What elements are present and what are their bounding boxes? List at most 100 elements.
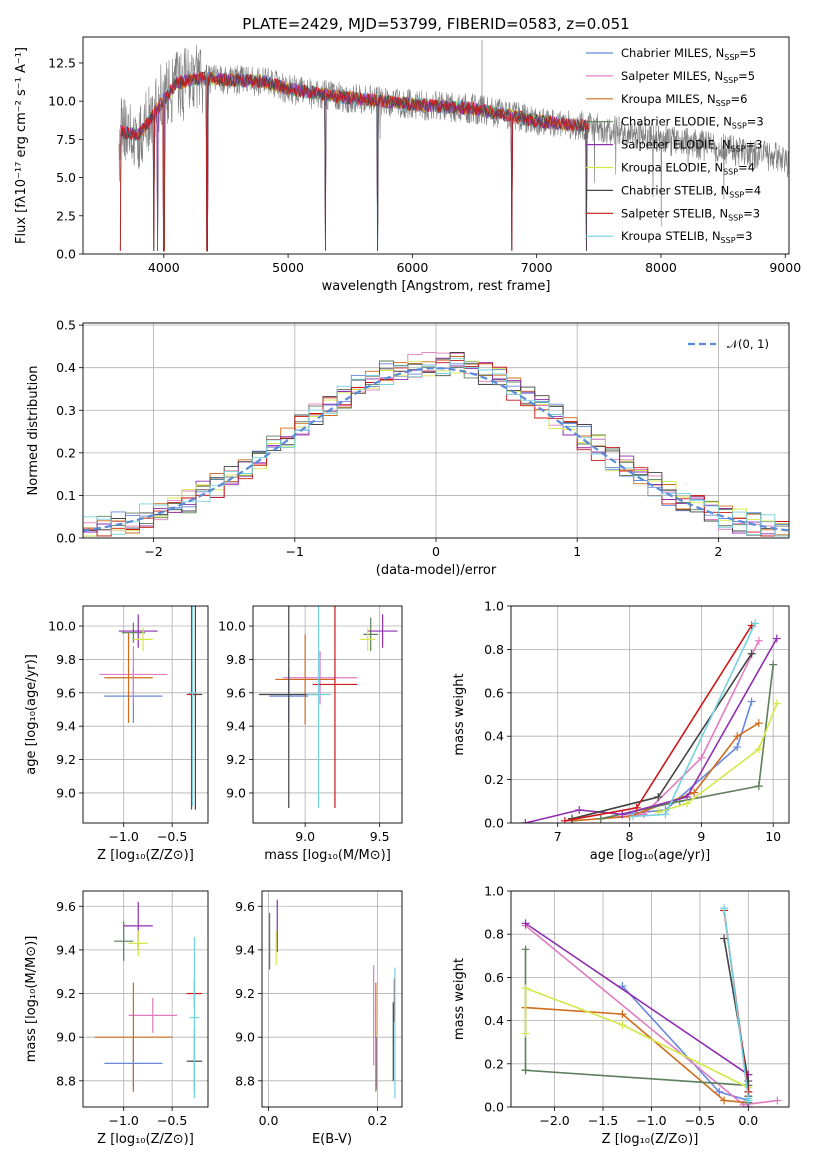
mass_vs_ebv-plot-area [269, 899, 396, 1099]
mass_weight_vs_Z-xtick-label: −1.5 [588, 1113, 618, 1128]
mass-weight-marker [754, 636, 763, 645]
legend-subscript: SSP [723, 76, 738, 85]
age_vs_mass-frame [252, 605, 403, 824]
legend-n-symbol: N [714, 69, 723, 83]
legend-model-name: Chabrier STELIB, [621, 183, 721, 197]
age_vs_mass-ytick-label: 9.6 [226, 685, 246, 700]
mass-weight-marker [772, 699, 781, 708]
residual-histogram-step [83, 352, 789, 536]
residuals-ytick-label: 0.0 [56, 531, 76, 546]
age_vs_Z-xlabel: Z [log₁₀(Z/Z⊙)] [97, 848, 194, 863]
legend-subscript: SSP [721, 236, 736, 245]
mass-weight-marker [596, 814, 605, 823]
age_vs_mass-grid [253, 606, 402, 823]
age_vs_Z-panel: −1.0 −0.5 9.0 9.2 9.4 9.6 9.8 10.0 Z [log₁₀(Z/Z⊙… [24, 605, 209, 863]
mass_weight_vs_age-ytick-label: 0.0 [484, 816, 504, 831]
mass-weight-marker [521, 945, 530, 954]
residuals-ytick-label: 0.5 [56, 318, 76, 333]
legend-n-symbol: N [721, 183, 730, 197]
mass-weight-marker [773, 1096, 782, 1105]
mass_vs_Z-ytick-label: 9.2 [56, 986, 76, 1001]
mass_vs_ebv-ytick-label: 9.4 [235, 942, 255, 957]
mass_vs_ebv-ytick-label: 8.8 [235, 1073, 255, 1088]
spectrum-ytick-label: 10.0 [48, 94, 76, 109]
mass_vs_Z-panel: −1.0 −0.5 8.8 9.0 9.2 9.4 9.6 Z [log₁₀(Z/Z⊙)] ma… [24, 890, 209, 1147]
age_vs_mass-plot-area [258, 606, 398, 808]
mass-weight-marker [733, 743, 742, 752]
legend-subscript: SSP [724, 53, 739, 62]
legend-model-name: Salpeter ELODIE, [621, 138, 722, 152]
mass-weight-marker [521, 984, 530, 993]
mass-weight-marker [560, 816, 569, 823]
mass-weight-marker [720, 1096, 729, 1105]
legend-nssp: =3 [746, 138, 763, 152]
mass-weight-line [525, 922, 750, 1107]
mass_weight_vs_age-ytick-label: 0.8 [484, 642, 504, 657]
residuals-xtick-label: −1 [286, 544, 304, 559]
age_vs_mass-xlabel: mass [log₁₀(M/M⊙)] [264, 848, 391, 863]
legend-subscript: SSP [728, 213, 743, 222]
legend-nssp: =4 [744, 183, 761, 197]
mass-weight-marker [754, 719, 763, 728]
mass_vs_Z-xtick-label: −0.5 [157, 1113, 187, 1128]
mass_weight_vs_age-xtick-label: 7 [554, 829, 562, 844]
residuals-ytick-label: 0.1 [56, 488, 76, 503]
residuals-xtick-label: 1 [573, 544, 581, 559]
legend-nssp: =5 [739, 46, 756, 60]
residuals-xtick-label: 2 [714, 544, 722, 559]
mass_vs_Z-xtick-label: −1.0 [109, 1113, 139, 1128]
mass_weight_vs_Z-xtick-label: −1.0 [636, 1113, 666, 1128]
age_vs_Z-ytick-label: 9.0 [56, 785, 76, 800]
mass_vs_Z-ylabel: mass [log₁₀(M/M⊙)] [24, 936, 39, 1063]
legend-n-symbol: N [716, 46, 725, 60]
mass_vs_ebv-xlabel: E(B-V) [312, 1132, 352, 1147]
mass_vs_Z-frame [82, 890, 209, 1108]
mass_weight_vs_age-panel: 7 8 9 10 0.0 0.2 0.4 0.6 0.8 1.0 age [log₁₀(age/yr… [452, 599, 790, 863]
age_vs_Z-frame [82, 605, 209, 824]
mass-weight-marker [521, 819, 530, 823]
residuals-frame [82, 322, 790, 539]
mass-weight-marker [629, 812, 638, 821]
mass-weight-marker [744, 1096, 753, 1105]
mass_weight_vs_Z-xlabel: Z [log₁₀(Z/Z⊙)] [602, 1132, 699, 1147]
age_vs_Z-ytick-label: 9.4 [56, 719, 76, 734]
mass-weight-marker [754, 745, 763, 754]
legend-model-name: Kroupa STELIB, [621, 229, 712, 243]
spectrum-xtick-label: 9000 [769, 260, 801, 275]
mass-weight-marker [747, 649, 756, 658]
age_vs_mass-ytick-label: 9.8 [226, 652, 246, 667]
age_vs_Z-ytick-label: 10.0 [48, 619, 76, 634]
residuals-plot-area [83, 351, 789, 537]
mass-weight-marker [715, 1087, 724, 1096]
legend-nssp: =6 [731, 92, 748, 106]
residuals-ytick-label: 0.2 [56, 445, 76, 460]
mass-weight-marker [654, 792, 663, 801]
mass-weight-line [723, 908, 750, 1101]
mass_vs_ebv-ytick-label: 9.0 [235, 1030, 255, 1045]
spectrum-ytick-label: 0.0 [56, 247, 76, 262]
spectrum-xtick-label: 6000 [396, 260, 428, 275]
residuals-panel: −2 −1 0 1 2 0.0 0.1 0.2 0.3 0.4 0.5 (data-model)/er… [26, 318, 790, 578]
mass_weight_vs_Z-ytick-label: 0.8 [484, 927, 504, 942]
mass-weight-marker [521, 919, 530, 928]
mass-weight-marker [575, 805, 584, 814]
legend-n-symbol: N [723, 115, 732, 129]
legend-n-symbol: N [714, 161, 723, 175]
mass_weight_vs_age-xtick-label: 8 [626, 829, 634, 844]
spectrum-xlabel: wavelength [Angstrom, rest frame] [322, 279, 551, 294]
mass_weight_vs_Z-xtick-label: −2.0 [539, 1113, 569, 1128]
legend-entry-8: Kroupa STELIB, NSSP=3 [621, 229, 752, 245]
spectrum-xtick-label: 7000 [521, 260, 553, 275]
mass-weight-marker [697, 753, 706, 762]
figure-title: PLATE=2429, MJD=53799, FIBERID=0583, z=0… [242, 15, 629, 33]
mass-weight-marker [682, 799, 691, 808]
legend-model-name: Salpeter STELIB, [621, 206, 719, 220]
age_vs_mass-xtick-label: 9.5 [370, 829, 390, 844]
mass-weight-marker [618, 1020, 627, 1029]
mass-weight-marker [772, 634, 781, 643]
mass_weight_vs_age-ytick-label: 0.2 [484, 772, 504, 787]
mass-weight-line [524, 987, 749, 1089]
spectrum-xtick-label: 4000 [148, 260, 180, 275]
age_vs_mass-xtick-label: 9.0 [295, 829, 315, 844]
